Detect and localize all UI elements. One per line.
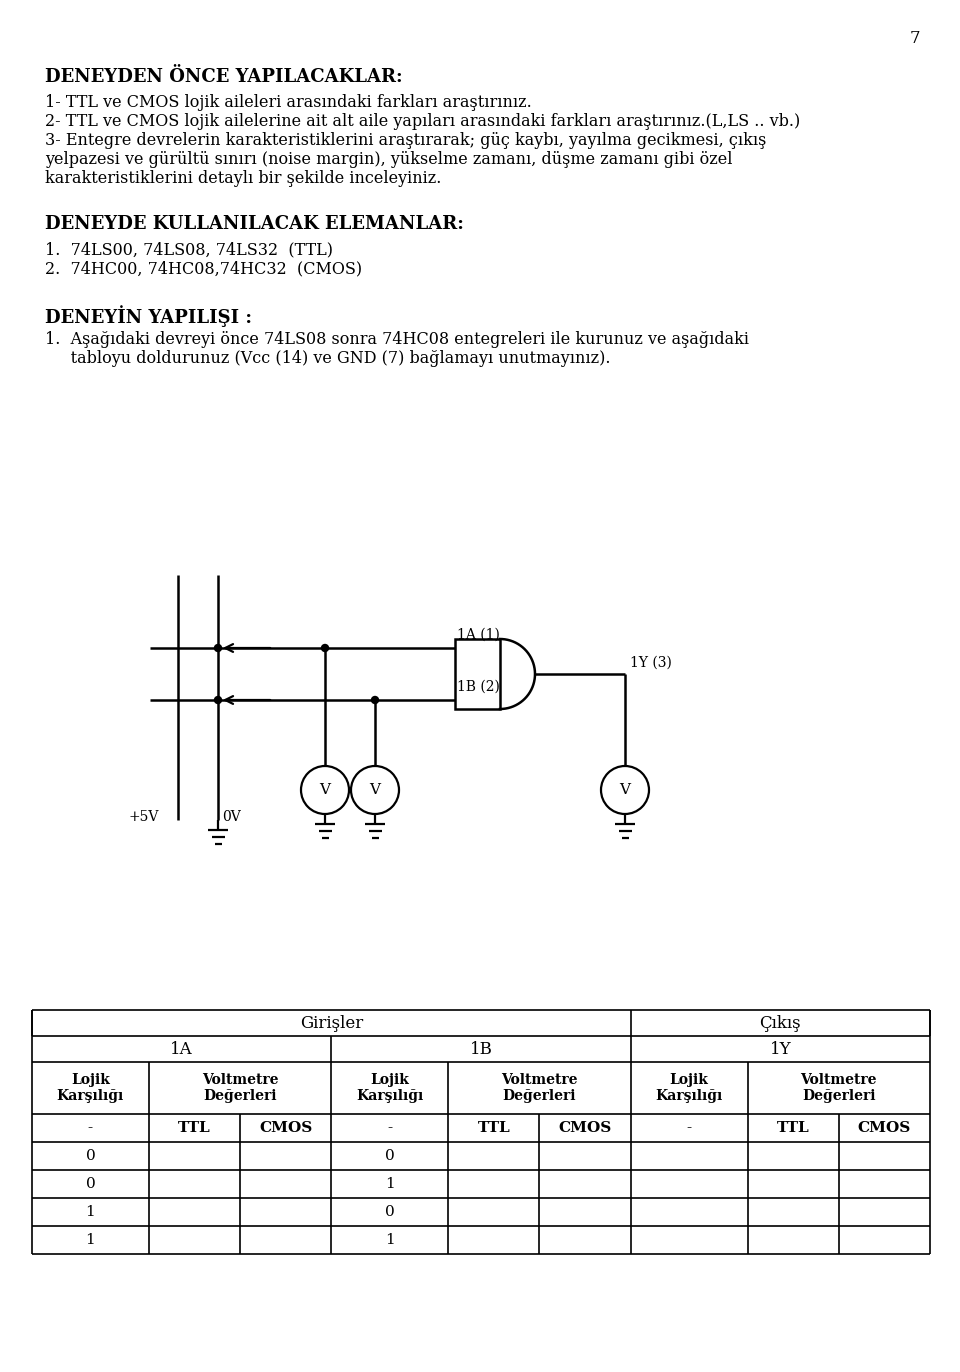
Text: 1A: 1A bbox=[170, 1040, 193, 1058]
Text: 7: 7 bbox=[909, 30, 920, 47]
Text: Lojik
Karşılığı: Lojik Karşılığı bbox=[57, 1073, 124, 1103]
Text: Lojik
Karşılığı: Lojik Karşılığı bbox=[656, 1073, 723, 1103]
Text: CMOS: CMOS bbox=[259, 1121, 312, 1135]
Text: -: - bbox=[387, 1121, 393, 1135]
Text: V: V bbox=[619, 783, 631, 797]
Text: TTL: TTL bbox=[179, 1121, 211, 1135]
Text: +5V: +5V bbox=[128, 809, 158, 825]
Text: 0V: 0V bbox=[222, 809, 241, 825]
Text: CMOS: CMOS bbox=[857, 1121, 911, 1135]
Text: DENEYDEN ÖNCE YAPILACAKLAR:: DENEYDEN ÖNCE YAPILACAKLAR: bbox=[45, 69, 402, 86]
Text: 1A (1): 1A (1) bbox=[457, 628, 500, 642]
Circle shape bbox=[372, 697, 378, 704]
Text: 0: 0 bbox=[385, 1148, 395, 1163]
Text: 1- TTL ve CMOS lojik aileleri arasındaki farkları araştırınız.: 1- TTL ve CMOS lojik aileleri arasındaki… bbox=[45, 95, 532, 111]
Text: TTL: TTL bbox=[477, 1121, 510, 1135]
Text: -: - bbox=[88, 1121, 93, 1135]
Text: 1: 1 bbox=[85, 1233, 95, 1247]
Text: 1Y (3): 1Y (3) bbox=[630, 656, 672, 670]
Text: tabloyu doldurunuz (Vcc (14) ve GND (7) bağlamayı unutmayınız).: tabloyu doldurunuz (Vcc (14) ve GND (7) … bbox=[45, 350, 611, 366]
Text: Girişler: Girişler bbox=[300, 1014, 363, 1032]
Circle shape bbox=[351, 766, 399, 814]
Text: 1: 1 bbox=[385, 1233, 395, 1247]
Text: CMOS: CMOS bbox=[559, 1121, 612, 1135]
Text: 3- Entegre devrelerin karakteristiklerini araştırarak; güç kaybı, yayılma gecikm: 3- Entegre devrelerin karakteristiklerin… bbox=[45, 132, 766, 150]
Text: 2.  74HC00, 74HC08,74HC32  (CMOS): 2. 74HC00, 74HC08,74HC32 (CMOS) bbox=[45, 261, 362, 277]
Text: 1B: 1B bbox=[469, 1040, 492, 1058]
Text: karakteristiklerini detaylı bir şekilde inceleyiniz.: karakteristiklerini detaylı bir şekilde … bbox=[45, 170, 442, 187]
Text: V: V bbox=[320, 783, 330, 797]
Text: Voltmetre
Değerleri: Voltmetre Değerleri bbox=[801, 1073, 877, 1103]
Text: Çıkış: Çıkış bbox=[759, 1014, 802, 1032]
Text: Voltmetre
Değerleri: Voltmetre Değerleri bbox=[202, 1073, 278, 1103]
Text: 0: 0 bbox=[385, 1205, 395, 1218]
Text: 1: 1 bbox=[385, 1177, 395, 1191]
Circle shape bbox=[214, 697, 222, 704]
Text: DENEYİN YAPILIŞI :: DENEYİN YAPILIŞI : bbox=[45, 305, 252, 327]
Circle shape bbox=[214, 645, 222, 652]
Bar bbox=[455, 639, 500, 709]
Text: TTL: TTL bbox=[777, 1121, 809, 1135]
Text: 1.  74LS00, 74LS08, 74LS32  (TTL): 1. 74LS00, 74LS08, 74LS32 (TTL) bbox=[45, 241, 333, 258]
Text: 1.  Aşağıdaki devreyi önce 74LS08 sonra 74HC08 entegreleri ile kurunuz ve aşağıd: 1. Aşağıdaki devreyi önce 74LS08 sonra 7… bbox=[45, 331, 749, 348]
Text: V: V bbox=[370, 783, 380, 797]
Circle shape bbox=[601, 766, 649, 814]
Text: 1Y: 1Y bbox=[770, 1040, 791, 1058]
Text: DENEYDE KULLANILACAK ELEMANLAR:: DENEYDE KULLANILACAK ELEMANLAR: bbox=[45, 215, 464, 233]
Text: yelpazesi ve gürültü sınırı (noise margin), yükselme zamanı, düşme zamanı gibi ö: yelpazesi ve gürültü sınırı (noise margi… bbox=[45, 151, 732, 167]
Text: 1B (2): 1B (2) bbox=[457, 681, 500, 694]
Text: 1: 1 bbox=[85, 1205, 95, 1218]
Text: -: - bbox=[686, 1121, 691, 1135]
Circle shape bbox=[301, 766, 349, 814]
Text: Lojik
Karşılığı: Lojik Karşılığı bbox=[356, 1073, 423, 1103]
Text: Voltmetre
Değerleri: Voltmetre Değerleri bbox=[501, 1073, 578, 1103]
Text: 2- TTL ve CMOS lojik ailelerine ait alt aile yapıları arasındaki farkları araştı: 2- TTL ve CMOS lojik ailelerine ait alt … bbox=[45, 113, 801, 130]
Circle shape bbox=[322, 645, 328, 652]
Text: 0: 0 bbox=[85, 1148, 95, 1163]
Text: 0: 0 bbox=[85, 1177, 95, 1191]
